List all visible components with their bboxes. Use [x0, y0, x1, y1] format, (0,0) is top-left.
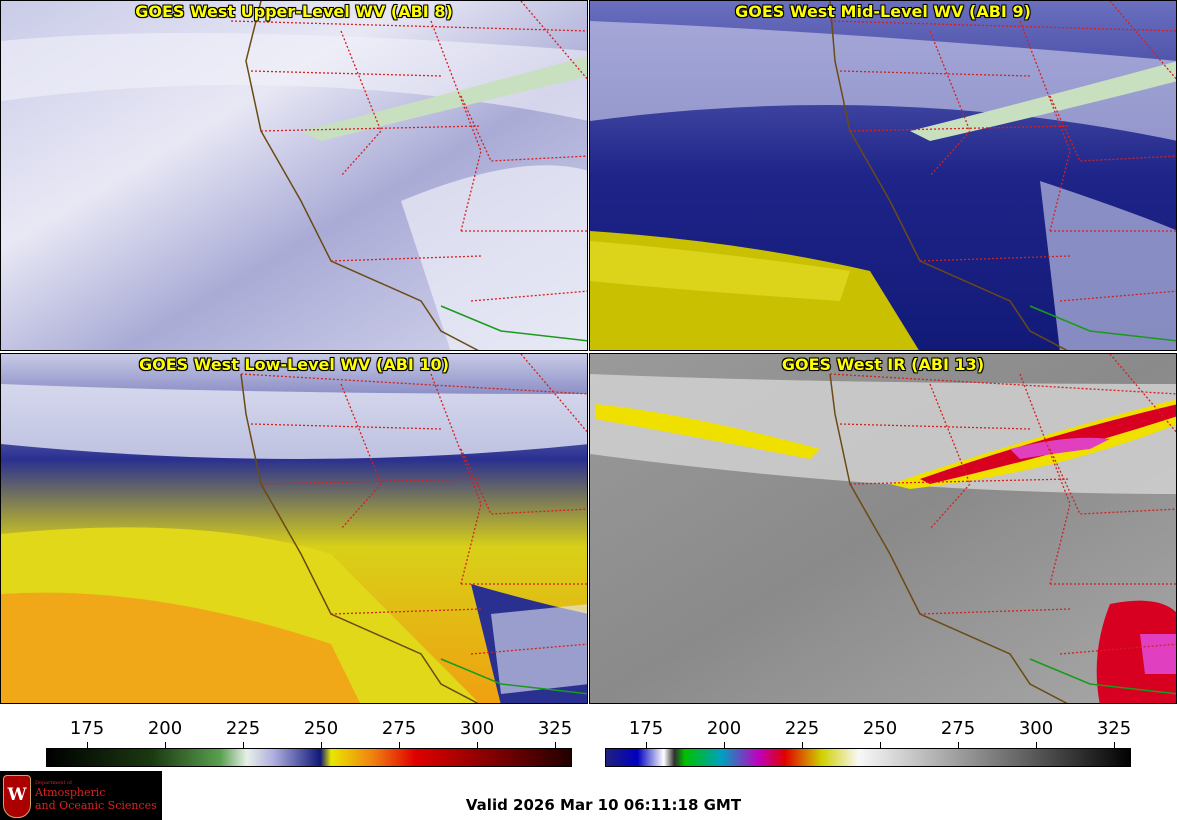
tick-mark: [165, 742, 166, 748]
tick-label: 175: [628, 718, 664, 739]
panel-title: GOES West Low-Level WV (ABI 10): [138, 355, 449, 374]
tick-label: 200: [706, 718, 742, 739]
colorbar-wv: [46, 748, 572, 767]
tick-mark: [555, 742, 556, 748]
tick-mark: [958, 742, 959, 748]
tick-mark: [399, 742, 400, 748]
tick-mark: [880, 742, 881, 748]
tick-label: 200: [147, 718, 183, 739]
tick-mark: [321, 742, 322, 748]
tick-label: 300: [459, 718, 495, 739]
tick-label: 325: [1096, 718, 1132, 739]
panel-title: GOES West Mid-Level WV (ABI 9): [735, 2, 1031, 21]
panel-upper-wv: GOES West Upper-Level WV (ABI 8): [0, 0, 588, 351]
logo-dept: Department of: [35, 780, 72, 786]
map-upper-wv: [1, 1, 587, 350]
tick-label: 300: [1018, 718, 1054, 739]
tick-label: 225: [225, 718, 261, 739]
tick-label: 275: [381, 718, 417, 739]
tick-mark: [646, 742, 647, 748]
uw-crest-icon: W: [3, 775, 31, 818]
panel-mid-wv: GOES West Mid-Level WV (ABI 9): [589, 0, 1177, 351]
logo-line1: Atmospheric: [35, 786, 106, 799]
panel-ir: GOES West IR (ABI 13): [589, 353, 1177, 704]
tick-mark: [1036, 742, 1037, 748]
colorbar-ir: [605, 748, 1131, 767]
tick-label: 250: [303, 718, 339, 739]
tick-mark: [243, 742, 244, 748]
uw-aos-logo[interactable]: W Department of Atmospheric and Oceanic …: [0, 771, 162, 820]
tick-label: 275: [940, 718, 976, 739]
tick-label: 225: [784, 718, 820, 739]
tick-mark: [724, 742, 725, 748]
panel-title: GOES West Upper-Level WV (ABI 8): [135, 2, 453, 21]
tick-mark: [477, 742, 478, 748]
valid-time: Valid 2026 Mar 10 06:11:18 GMT: [465, 796, 742, 814]
tick-mark: [87, 742, 88, 748]
panel-title: GOES West IR (ABI 13): [781, 355, 985, 374]
logo-line2: and Oceanic Sciences: [35, 799, 157, 812]
map-low-wv: [1, 354, 587, 703]
tick-mark: [1114, 742, 1115, 748]
map-mid-wv: [590, 1, 1176, 350]
map-ir: [590, 354, 1176, 703]
tick-label: 175: [69, 718, 105, 739]
tick-mark: [802, 742, 803, 748]
tick-label: 250: [862, 718, 898, 739]
panel-low-wv: GOES West Low-Level WV (ABI 10): [0, 353, 588, 704]
tick-label: 325: [537, 718, 573, 739]
